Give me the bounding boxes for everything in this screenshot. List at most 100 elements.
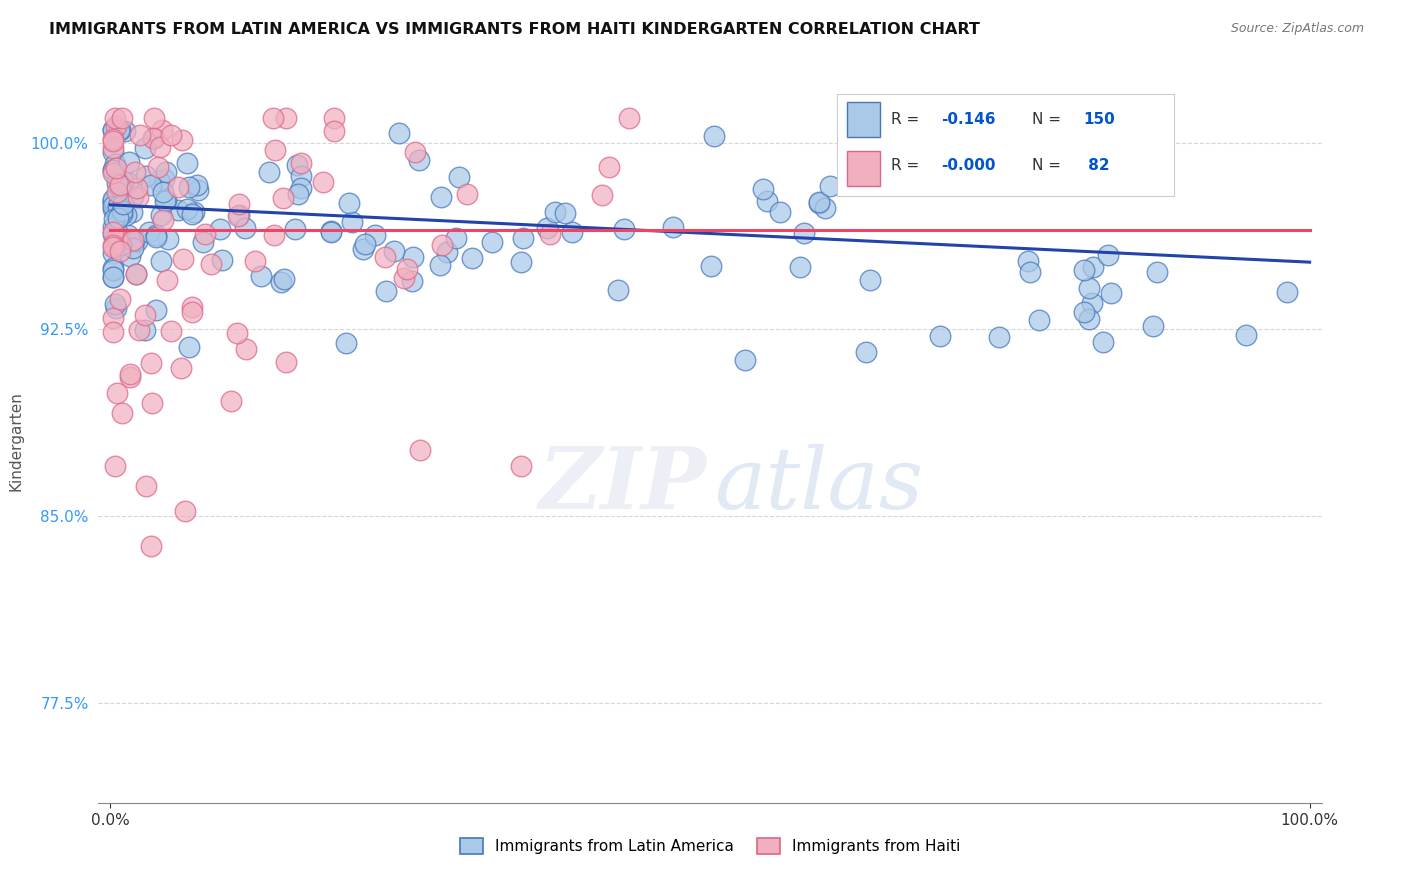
Point [591, 187, 613, 202]
Point [107, 211, 129, 226]
Point [111, 174, 134, 188]
Point [429, 258, 451, 272]
Point [375, 284, 398, 298]
Point [108, 180, 131, 194]
Bar [846, 102, 880, 136]
Point [536, 221, 558, 235]
Point [110, 238, 132, 252]
Text: 150: 150 [1083, 112, 1115, 127]
Point [111, 111, 134, 125]
Point [101, 261, 124, 276]
Point [101, 245, 124, 260]
Point [103, 163, 125, 178]
Point [101, 269, 124, 284]
Point [290, 156, 312, 170]
Point [554, 205, 576, 219]
Point [146, 161, 169, 175]
Point [321, 224, 343, 238]
Point [104, 459, 127, 474]
Point [110, 244, 132, 258]
Point [111, 207, 134, 221]
Point [155, 165, 177, 179]
Legend: Immigrants from Latin America, Immigrants from Haiti: Immigrants from Latin America, Immigrant… [454, 832, 966, 860]
Point [101, 145, 124, 160]
Point [128, 323, 150, 337]
Point [110, 292, 132, 306]
Point [807, 196, 830, 211]
Point [105, 225, 128, 239]
Text: -0.146: -0.146 [941, 112, 995, 127]
Point [187, 183, 209, 197]
Point [226, 326, 249, 341]
Point [104, 156, 127, 170]
Point [101, 311, 124, 326]
Point [793, 226, 815, 240]
Point [538, 227, 561, 242]
Point [181, 300, 204, 314]
Point [125, 267, 148, 281]
Point [177, 180, 200, 194]
Point [180, 206, 202, 220]
Point [404, 145, 426, 159]
Point [172, 252, 194, 266]
Point [700, 259, 723, 273]
Point [105, 185, 128, 199]
Point [444, 231, 467, 245]
Text: -0.000: -0.000 [941, 158, 995, 173]
Point [263, 228, 285, 243]
Point [101, 219, 124, 234]
Text: atlas: atlas [714, 443, 922, 526]
Point [135, 479, 157, 493]
Point [105, 231, 128, 245]
Point [103, 211, 125, 226]
Point [149, 139, 172, 153]
Point [104, 301, 127, 315]
Text: 82: 82 [1083, 158, 1109, 173]
Point [284, 222, 307, 236]
Point [402, 250, 425, 264]
Point [1097, 248, 1119, 262]
Point [208, 222, 231, 236]
Point [101, 194, 124, 209]
Point [101, 162, 124, 177]
Point [430, 190, 453, 204]
Point [1275, 285, 1298, 299]
Point [105, 119, 128, 133]
Point [101, 166, 124, 180]
Point [101, 199, 124, 213]
Point [167, 203, 190, 218]
Point [118, 155, 141, 169]
Point [1073, 305, 1095, 319]
Point [155, 194, 177, 208]
Point [606, 283, 628, 297]
Point [176, 156, 198, 170]
Point [312, 175, 335, 189]
Point [262, 111, 284, 125]
Point [125, 235, 148, 249]
Point [401, 274, 423, 288]
Point [101, 123, 124, 137]
Point [122, 242, 145, 256]
Point [150, 253, 173, 268]
Point [141, 356, 163, 370]
Point [271, 191, 294, 205]
Point [1078, 281, 1101, 295]
Point [1081, 260, 1104, 275]
Point [145, 227, 167, 242]
Point [855, 344, 877, 359]
Point [112, 196, 135, 211]
Point [352, 242, 374, 256]
Point [129, 128, 152, 143]
Point [250, 269, 273, 284]
Point [617, 111, 640, 125]
Point [859, 273, 882, 287]
Point [388, 126, 411, 140]
Point [1017, 253, 1039, 268]
Point [544, 205, 567, 219]
Point [121, 205, 143, 219]
Point [447, 169, 470, 184]
Point [101, 240, 124, 254]
Point [122, 234, 145, 248]
Point [290, 169, 312, 183]
Point [101, 193, 124, 207]
